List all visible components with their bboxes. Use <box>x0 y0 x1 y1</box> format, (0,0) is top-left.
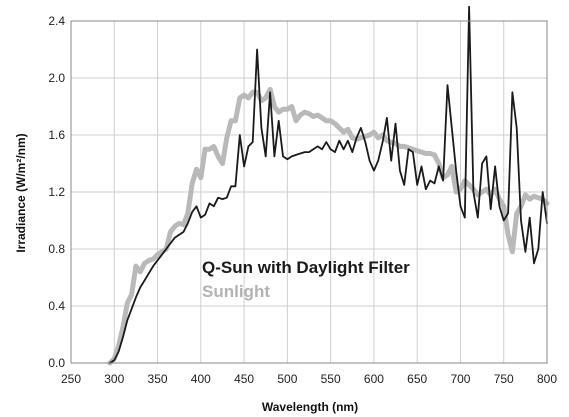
legend-sunlight: Sunlight <box>202 282 270 301</box>
x-tick-label: 550 <box>321 372 341 386</box>
x-tick-label: 600 <box>364 372 384 386</box>
legend-q-sun: Q-Sun with Daylight Filter <box>202 258 410 277</box>
y-tick-label: 0.4 <box>48 299 65 313</box>
y-axis-title: Irradiance (W/m²/nm) <box>14 133 28 252</box>
y-tick-label: 2.4 <box>48 14 65 28</box>
x-tick-label: 650 <box>407 372 427 386</box>
y-tick-label: 2.0 <box>48 71 65 85</box>
x-axis-title: Wavelength (nm) <box>262 400 358 414</box>
axes <box>70 20 548 364</box>
x-tick-label: 350 <box>148 372 168 386</box>
x-tick-label: 400 <box>191 372 211 386</box>
y-tick-label: 0.0 <box>48 356 65 370</box>
x-tick-labels: 250 300 350 400 450 500 550 600 650 700 750 800 <box>61 372 557 386</box>
series-line-q-sun <box>109 5 548 364</box>
x-tick-label: 250 <box>61 372 81 386</box>
y-tick-label: 1.2 <box>48 185 65 199</box>
series-group <box>107 5 550 366</box>
x-tick-label: 500 <box>277 372 297 386</box>
x-tick-label: 800 <box>537 372 557 386</box>
y-tick-label: 0.8 <box>48 242 65 256</box>
y-tick-labels: 0.0 0.4 0.8 1.2 1.6 2.0 2.4 <box>48 14 65 370</box>
x-tick-label: 450 <box>234 372 254 386</box>
x-tick-label: 300 <box>104 372 124 386</box>
series-line-sunlight <box>107 86 550 366</box>
plot-frame <box>70 20 548 364</box>
x-tick-label: 700 <box>450 372 470 386</box>
x-tick-label: 750 <box>494 372 514 386</box>
y-tick-label: 1.6 <box>48 128 65 142</box>
